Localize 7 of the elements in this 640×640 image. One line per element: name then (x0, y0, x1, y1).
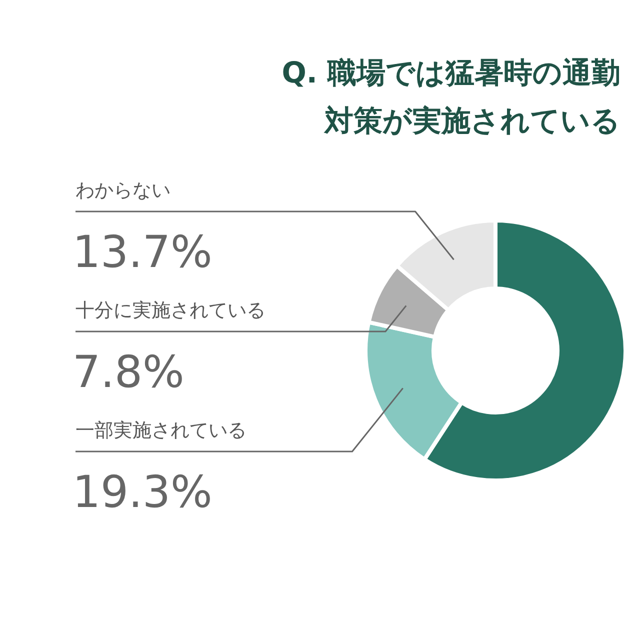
data-label: 7.8% (72, 347, 184, 398)
slice-label: 十分に実施されている (76, 300, 266, 322)
data-label: 19.3% (72, 467, 212, 518)
slice-label: 一部実施されている (76, 420, 246, 442)
data-label: 13.7% (72, 227, 212, 278)
slice-label: わからない (76, 180, 170, 202)
chart-title: Q. 職場では猛暑時の通勤対策が実施されている (282, 56, 620, 138)
